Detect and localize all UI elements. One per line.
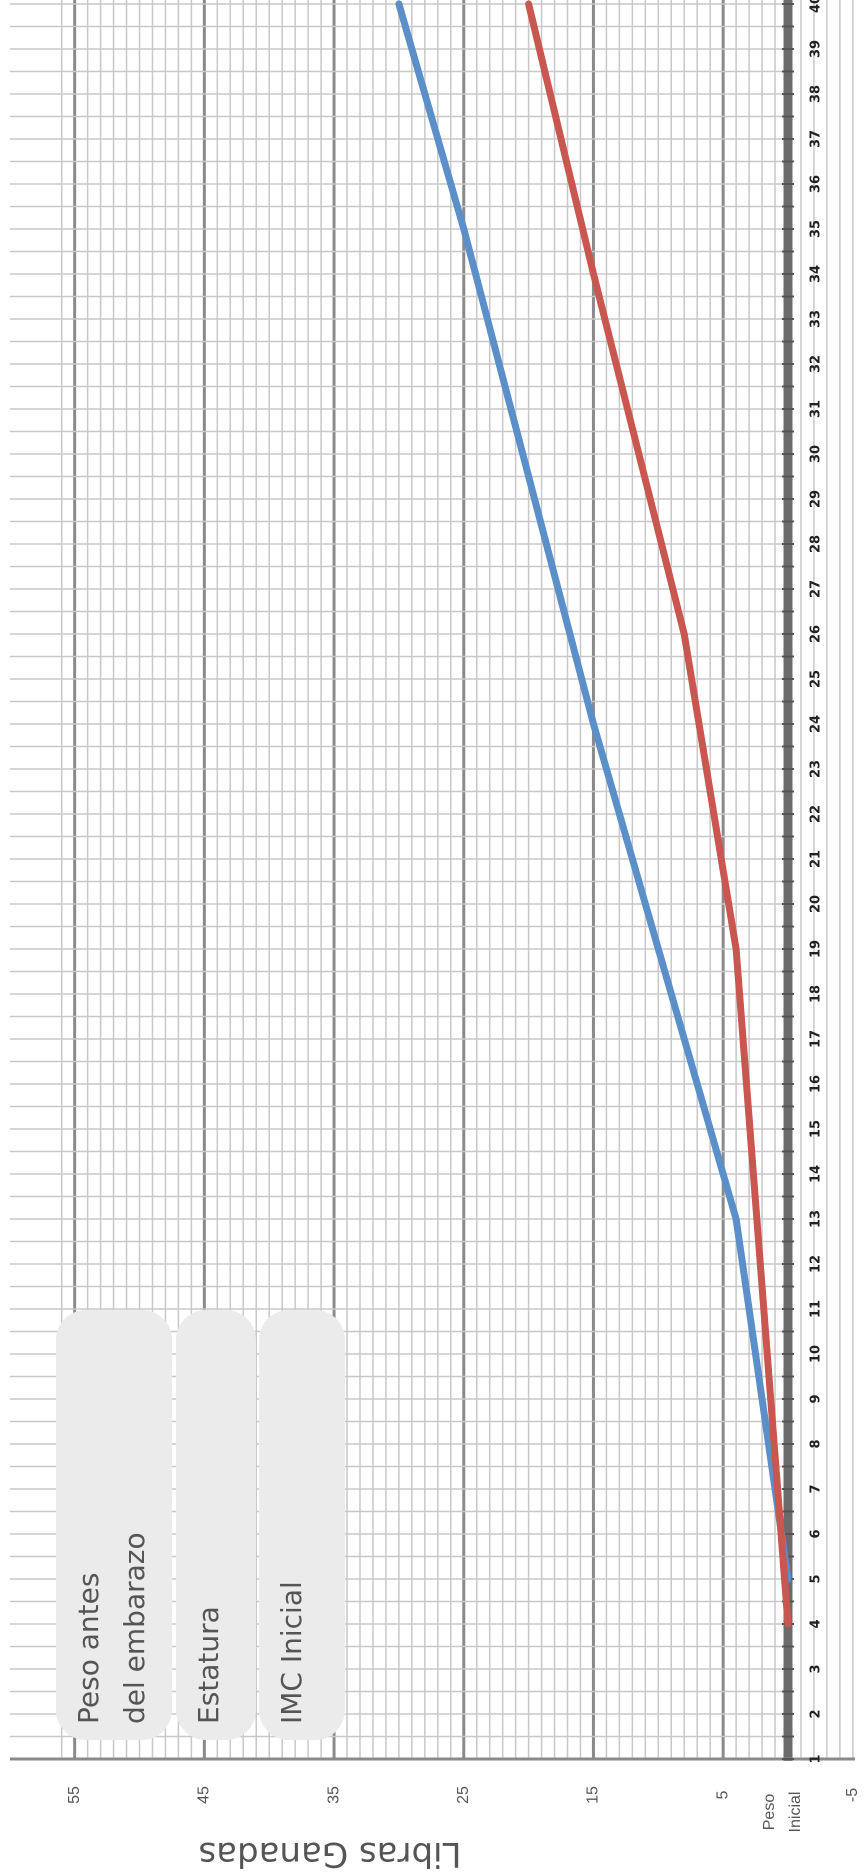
info-box-label: Peso antes	[72, 1573, 105, 1724]
week-tick-label: 15	[809, 1120, 824, 1138]
info-box-label: Estatura	[192, 1606, 225, 1724]
week-tick-label: 4	[809, 1619, 824, 1628]
week-tick-label: 27	[809, 580, 824, 598]
week-tick-label: 38	[809, 85, 824, 103]
week-tick-label: 24	[809, 715, 824, 733]
info-box-1	[56, 1310, 172, 1740]
weight-tick-label: 55	[66, 1786, 83, 1804]
week-tick-label: 29	[809, 490, 824, 508]
week-tick-label: 11	[809, 1300, 824, 1318]
week-tick-label: 31	[809, 400, 824, 418]
week-tick-label: 35	[809, 220, 824, 238]
week-tick-label: 26	[809, 625, 824, 643]
weight-tick-label: 15	[585, 1786, 602, 1804]
chart-series	[395, 0, 792, 1628]
week-tick-label: 23	[809, 760, 824, 778]
y-axis-label: Libras Ganadas	[198, 1834, 461, 1873]
series-line-1	[395, 0, 792, 1583]
week-tick-label: 3	[809, 1664, 824, 1673]
info-box-label: del embarazo	[118, 1532, 151, 1724]
weight-tick-label: 35	[325, 1786, 342, 1804]
weight-tick-label: -5	[844, 1788, 861, 1802]
week-tick-label: 25	[809, 670, 824, 688]
week-tick-label: 14	[809, 1165, 824, 1183]
week-tick-label: 16	[809, 1075, 824, 1093]
week-tick-label: 22	[809, 805, 824, 823]
week-tick-label: 9	[809, 1394, 824, 1403]
week-tick-label: 2	[809, 1709, 824, 1718]
week-tick-label: 20	[809, 895, 824, 913]
week-tick-label: 37	[809, 130, 824, 148]
weight-tick-label: 45	[196, 1786, 213, 1804]
week-tick-label: 6	[809, 1529, 824, 1538]
info-box-label: IMC Inicial	[275, 1581, 308, 1724]
week-tick-label: 32	[809, 355, 824, 373]
chart-ticks: 1234567891011121314151617181920212223242…	[66, 0, 861, 1832]
chart-grid	[10, 0, 854, 1760]
week-tick-label: 28	[809, 535, 824, 553]
chart-axes	[10, 0, 855, 1761]
chart-legend-boxes: Peso antes del embarazo Estatura IMC Inicia…	[56, 1310, 345, 1740]
weight-tick-label: Peso	[761, 1794, 778, 1831]
week-tick-label: 10	[809, 1345, 824, 1363]
series-line-2	[525, 0, 792, 1628]
week-tick-label: 21	[809, 850, 824, 868]
info-box-2	[176, 1310, 256, 1740]
week-tick-label: 19	[809, 940, 824, 958]
week-tick-label: 13	[809, 1210, 824, 1228]
weight-tick-label: 25	[455, 1786, 472, 1804]
week-tick-label: 33	[809, 310, 824, 328]
week-tick-label: 18	[809, 985, 824, 1003]
week-tick-label: 1	[809, 1754, 824, 1763]
week-tick-label: 17	[809, 1030, 824, 1048]
info-box-3	[259, 1310, 345, 1740]
week-tick-label: 34	[809, 265, 824, 283]
week-tick-label: 8	[809, 1439, 824, 1448]
weight-tick-label: 5	[714, 1790, 731, 1799]
week-tick-label: 36	[809, 175, 824, 193]
week-tick-label: 5	[809, 1574, 824, 1583]
week-tick-label: 40	[809, 0, 824, 13]
week-tick-label: 12	[809, 1255, 824, 1273]
week-tick-label: 39	[809, 40, 824, 58]
week-tick-label: 7	[809, 1484, 824, 1493]
week-tick-label: 30	[809, 445, 824, 463]
weight-tick-label: Inicial	[787, 1792, 804, 1833]
